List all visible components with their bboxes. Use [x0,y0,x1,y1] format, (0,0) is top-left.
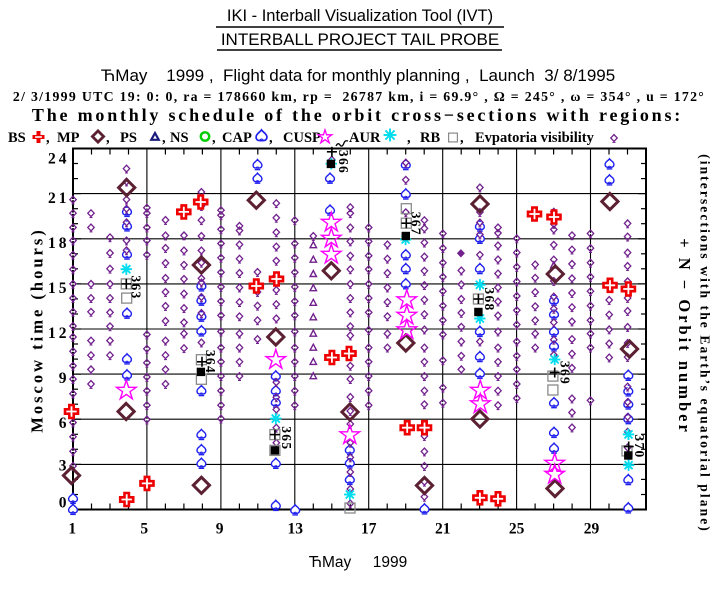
svg-text:24: 24 [48,151,70,168]
svg-text:3: 3 [59,458,70,475]
svg-text:5: 5 [140,521,148,538]
svg-text:,: , [407,130,411,146]
svg-text:PS: PS [120,130,137,146]
svg-text:INTERBALL PROJECT TAIL PROBE: INTERBALL PROJECT TAIL PROBE [221,30,499,49]
svg-text:MP: MP [57,130,80,146]
svg-text:18: 18 [48,235,70,252]
svg-text:CAP: CAP [222,130,252,146]
svg-text:AUR: AUR [349,130,381,146]
svg-text:15: 15 [48,280,70,297]
svg-text:,: , [212,130,216,146]
svg-text:CUSP: CUSP [283,130,321,146]
svg-text:IKI - Interball Visualization: IKI - Interball Visualization Tool (IVT) [227,7,493,25]
svg-text:BS: BS [8,130,26,146]
svg-text:21: 21 [48,190,70,207]
svg-text:29: 29 [584,521,600,538]
svg-text:Evpatoria visibility: Evpatoria visibility [475,130,595,146]
svg-text:ЋMay 1999 , Flight data fo: ЋMay 1999 , Flight data for monthly plan… [101,66,615,85]
svg-text:RB: RB [420,130,440,146]
svg-text:368: 368 [482,287,497,311]
svg-text:,: , [46,130,50,146]
svg-text:1: 1 [68,521,76,538]
svg-text:NS: NS [170,130,189,146]
svg-text:17: 17 [361,521,377,538]
svg-text:ЋMay 1999: ЋMay 1999 [309,554,408,571]
svg-text:,: , [269,130,273,146]
svg-text:The monthly schedule of the or: The monthly schedule of the orbit cross−… [32,105,683,125]
svg-text:366: 366 [336,150,351,174]
svg-text:363: 363 [128,275,143,299]
svg-text:,: , [106,130,110,146]
svg-text:367: 367 [409,212,424,236]
svg-text:,: , [162,130,166,146]
svg-text:0: 0 [59,495,70,512]
svg-text:9: 9 [216,521,224,538]
svg-text:Moscow time (hours): Moscow time (hours) [28,227,47,432]
svg-text:13: 13 [287,521,303,538]
svg-text:365: 365 [279,426,294,450]
svg-text:(intersections with the Earth’: (intersections with the Earth’s equatori… [698,154,713,533]
svg-text:364: 364 [203,350,218,374]
svg-text:370: 370 [632,434,647,458]
svg-text:369: 369 [557,361,572,385]
svg-text:6: 6 [59,415,70,432]
svg-text:25: 25 [509,521,525,538]
svg-text:12: 12 [48,325,70,342]
svg-text:21: 21 [435,521,451,538]
svg-text:9: 9 [59,370,70,387]
svg-text:+ N − Orbit number: + N − Orbit number [675,238,694,435]
svg-text:2/ 3/1999 UTC 19: 0: 0, ra = 1: 2/ 3/1999 UTC 19: 0: 0, ra = 178660 km, … [13,89,705,104]
svg-text:,: , [460,130,464,146]
